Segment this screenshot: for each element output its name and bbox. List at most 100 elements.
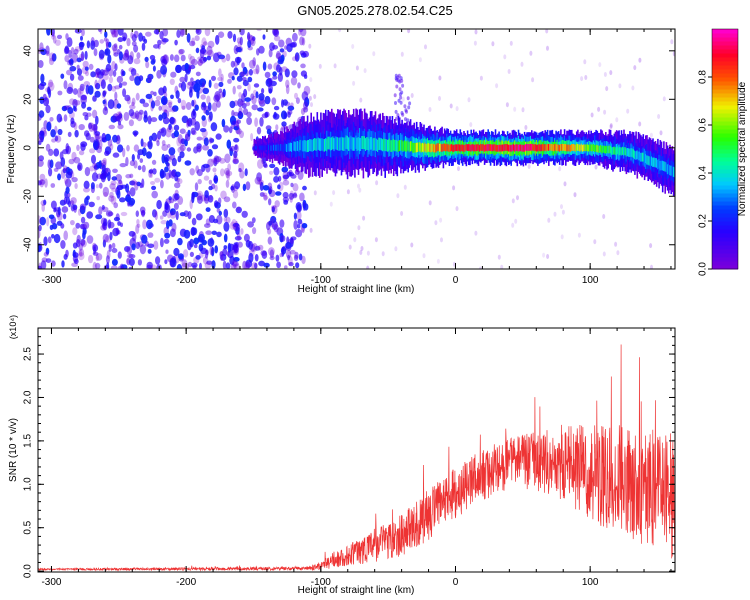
noise-speckle: [64, 178, 72, 188]
noise-speckle: [234, 263, 241, 269]
noise-speckle: [449, 103, 453, 109]
noise-speckle: [286, 43, 293, 53]
signal-band-cell: [294, 141, 297, 152]
noise-speckle: [243, 233, 250, 242]
signal-band-cell: [340, 136, 343, 151]
noise-speckle: [102, 233, 109, 243]
signal-band-cell: [535, 144, 538, 152]
signal-band-cell: [431, 143, 434, 152]
noise-speckle: [211, 158, 217, 163]
noise-speckle: [410, 93, 414, 98]
signal-band-cell: [637, 151, 640, 161]
signal-spur: [394, 101, 397, 105]
signal-band-cell: [446, 143, 448, 151]
signal-band-cell: [518, 144, 521, 151]
noise-speckle: [156, 140, 160, 147]
noise-speckle: [359, 250, 363, 255]
noise-speckle: [50, 200, 57, 210]
noise-speckle: [298, 29, 304, 33]
noise-speckle: [146, 261, 153, 269]
x-tick-label: -200: [176, 577, 196, 588]
noise-speckle: [211, 246, 215, 257]
noise-speckle: [151, 159, 157, 165]
noise-speckle: [278, 39, 285, 48]
signal-band-cell: [556, 144, 559, 152]
noise-speckle: [428, 107, 432, 112]
noise-speckle: [48, 52, 55, 62]
noise-speckle: [237, 111, 244, 120]
noise-speckle: [272, 75, 278, 80]
signal-band-cell: [442, 143, 445, 152]
signal-band-cell: [466, 144, 469, 151]
noise-speckle: [170, 71, 177, 78]
noise-speckle: [276, 261, 281, 269]
noise-speckle: [165, 249, 169, 254]
noise-speckle: [298, 253, 303, 261]
noise-speckle: [45, 45, 50, 55]
noise-speckle: [254, 176, 261, 185]
noise-speckle: [191, 217, 197, 226]
noise-speckle: [271, 206, 275, 213]
noise-speckle: [211, 144, 219, 150]
noise-speckle: [104, 48, 111, 56]
noise-speckle: [91, 124, 98, 131]
noise-speckle: [236, 119, 241, 124]
noise-speckle: [156, 69, 162, 79]
noise-speckle: [294, 92, 298, 100]
noise-speckle: [168, 101, 173, 108]
noise-speckle: [248, 252, 254, 263]
noise-speckle: [109, 231, 113, 241]
noise-speckle: [90, 71, 96, 78]
signal-band-cell: [592, 144, 595, 151]
signal-band-cell: [600, 145, 602, 153]
noise-speckle: [178, 48, 185, 55]
noise-speckle: [308, 95, 312, 101]
signal-band-cell: [634, 150, 636, 160]
noise-speckle: [303, 203, 309, 211]
noise-speckle: [299, 36, 305, 46]
signal-band-cell: [619, 146, 622, 155]
noise-speckle: [80, 35, 83, 41]
colorbar-cell: [712, 165, 738, 170]
noise-speckle: [165, 127, 172, 138]
noise-speckle: [169, 257, 177, 268]
noise-speckle: [294, 52, 300, 62]
noise-speckle: [201, 81, 206, 91]
noise-speckle: [78, 53, 84, 62]
noise-speckle: [495, 83, 499, 89]
noise-speckle: [74, 46, 82, 52]
noise-speckle: [262, 162, 268, 168]
signal-band-cell: [394, 139, 396, 152]
signal-band-cell: [480, 143, 482, 151]
noise-speckle: [76, 234, 81, 244]
noise-speckle: [457, 166, 460, 172]
noise-speckle: [175, 210, 179, 221]
noise-speckle: [247, 83, 251, 92]
noise-speckle: [407, 29, 411, 34]
signal-band-cell: [270, 145, 272, 151]
signal-band-cell: [635, 151, 637, 160]
signal-band-cell: [289, 142, 292, 152]
noise-speckle: [105, 255, 110, 264]
noise-speckle: [318, 63, 322, 69]
noise-speckle: [110, 265, 118, 269]
noise-speckle: [122, 32, 128, 41]
signal-band-cell: [628, 148, 630, 157]
noise-speckle: [137, 223, 141, 228]
colorbar-tick-label: 0.6: [698, 118, 709, 132]
colorbar-cell: [712, 57, 738, 62]
signal-band-cell: [477, 143, 480, 151]
signal-band-cell: [597, 145, 600, 153]
noise-speckle: [154, 210, 158, 221]
noise-speckle: [117, 221, 121, 226]
noise-speckle: [524, 125, 528, 130]
noise-speckle: [134, 110, 140, 120]
noise-speckle: [168, 196, 172, 201]
noise-speckle: [206, 49, 214, 58]
signal-band-cell: [566, 144, 568, 152]
noise-speckle: [300, 63, 306, 69]
signal-band-cell: [523, 145, 526, 152]
noise-speckle: [211, 102, 218, 112]
noise-speckle: [115, 174, 122, 182]
noise-speckle: [301, 91, 309, 101]
